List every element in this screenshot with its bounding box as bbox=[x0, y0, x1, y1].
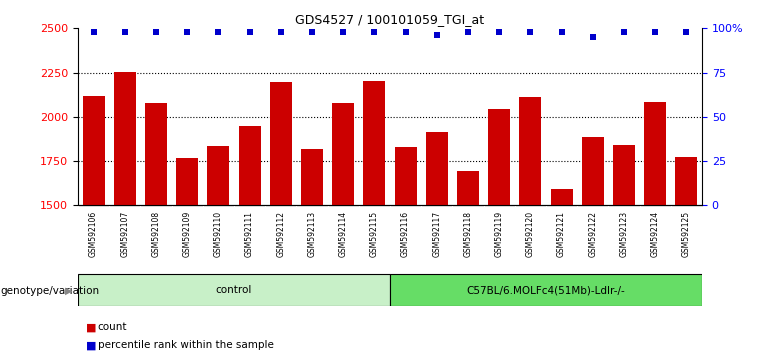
Text: GSM592119: GSM592119 bbox=[495, 211, 504, 257]
Point bbox=[680, 29, 693, 35]
Bar bbox=[176, 158, 198, 205]
Title: GDS4527 / 100101059_TGI_at: GDS4527 / 100101059_TGI_at bbox=[296, 13, 484, 26]
Point bbox=[212, 29, 225, 35]
Bar bbox=[551, 189, 573, 205]
Point bbox=[337, 29, 349, 35]
Text: ■: ■ bbox=[86, 322, 96, 332]
Point bbox=[306, 29, 318, 35]
Bar bbox=[270, 82, 292, 205]
Bar bbox=[239, 126, 261, 205]
Bar bbox=[83, 97, 105, 205]
Point bbox=[150, 29, 162, 35]
Text: GSM592123: GSM592123 bbox=[619, 211, 629, 257]
Text: GSM592112: GSM592112 bbox=[276, 211, 285, 257]
Point bbox=[462, 29, 474, 35]
Text: GSM592115: GSM592115 bbox=[370, 211, 379, 257]
Text: GSM592125: GSM592125 bbox=[682, 211, 691, 257]
Point bbox=[181, 29, 193, 35]
Text: GSM592116: GSM592116 bbox=[401, 211, 410, 257]
Bar bbox=[457, 171, 479, 205]
Text: genotype/variation: genotype/variation bbox=[1, 286, 100, 296]
Text: ■: ■ bbox=[86, 340, 96, 350]
Point bbox=[119, 29, 131, 35]
Point bbox=[524, 29, 537, 35]
Bar bbox=[78, 274, 390, 306]
Bar bbox=[613, 145, 635, 205]
Text: GSM592109: GSM592109 bbox=[183, 211, 192, 257]
Point bbox=[431, 33, 443, 38]
Text: GSM592111: GSM592111 bbox=[245, 211, 254, 257]
Text: GSM592122: GSM592122 bbox=[588, 211, 597, 257]
Point bbox=[649, 29, 661, 35]
Bar bbox=[145, 103, 167, 205]
Point bbox=[555, 29, 568, 35]
Bar bbox=[644, 102, 666, 205]
Text: C57BL/6.MOLFc4(51Mb)-Ldlr-/-: C57BL/6.MOLFc4(51Mb)-Ldlr-/- bbox=[466, 285, 626, 295]
Text: GSM592117: GSM592117 bbox=[432, 211, 441, 257]
Bar bbox=[675, 156, 697, 205]
Bar bbox=[395, 147, 417, 205]
Bar bbox=[390, 274, 702, 306]
Point bbox=[587, 34, 599, 40]
Text: GSM592124: GSM592124 bbox=[651, 211, 660, 257]
Bar bbox=[114, 72, 136, 205]
Point bbox=[368, 29, 381, 35]
Bar bbox=[519, 97, 541, 205]
Bar bbox=[488, 109, 510, 205]
Text: GSM592106: GSM592106 bbox=[89, 211, 98, 257]
Point bbox=[243, 29, 256, 35]
Text: GSM592120: GSM592120 bbox=[526, 211, 535, 257]
Bar bbox=[426, 132, 448, 205]
Text: GSM592107: GSM592107 bbox=[120, 211, 129, 257]
Text: control: control bbox=[216, 285, 252, 295]
Point bbox=[493, 29, 505, 35]
Point bbox=[275, 29, 287, 35]
Text: GSM592114: GSM592114 bbox=[339, 211, 348, 257]
Text: GSM592118: GSM592118 bbox=[463, 211, 473, 257]
Point bbox=[399, 29, 412, 35]
Bar bbox=[582, 137, 604, 205]
Text: GSM592108: GSM592108 bbox=[151, 211, 161, 257]
Bar bbox=[332, 103, 354, 205]
Point bbox=[87, 29, 100, 35]
Bar bbox=[207, 146, 229, 205]
Bar bbox=[301, 149, 323, 205]
Text: GSM592121: GSM592121 bbox=[557, 211, 566, 257]
Text: GSM592110: GSM592110 bbox=[214, 211, 223, 257]
Text: percentile rank within the sample: percentile rank within the sample bbox=[98, 340, 273, 350]
Bar bbox=[363, 81, 385, 205]
Text: count: count bbox=[98, 322, 127, 332]
Point bbox=[618, 29, 630, 35]
Text: GSM592113: GSM592113 bbox=[307, 211, 317, 257]
Text: ▶: ▶ bbox=[65, 286, 73, 296]
